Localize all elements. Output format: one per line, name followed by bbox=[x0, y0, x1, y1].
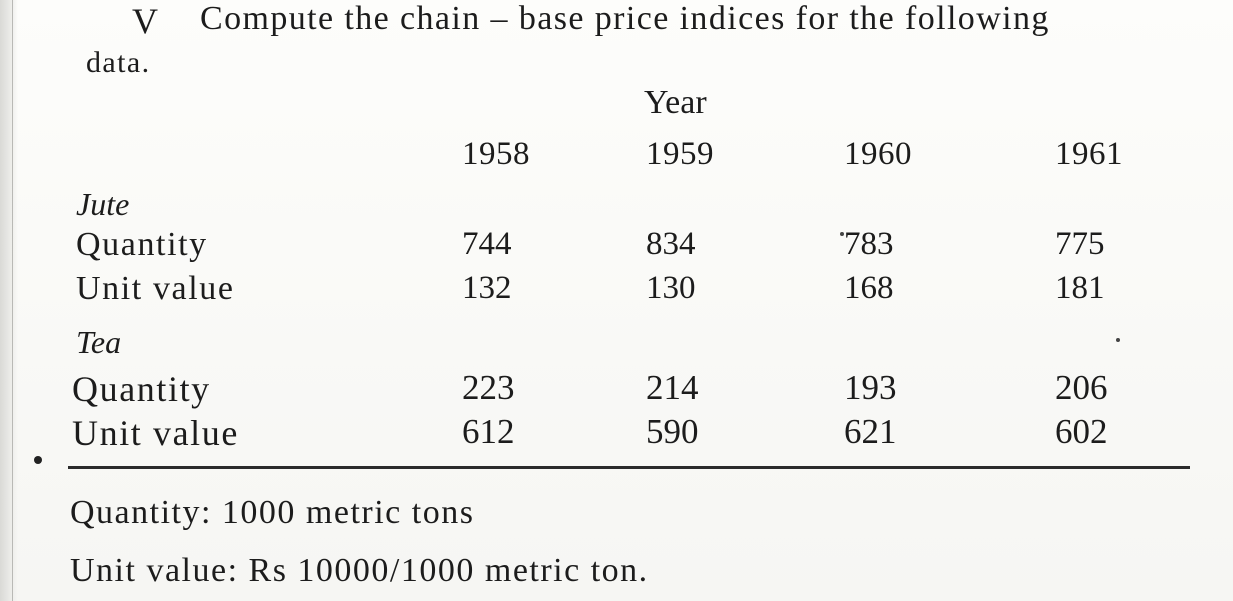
cell-jute-quantity-1960: 783 bbox=[844, 226, 894, 262]
scan-speck bbox=[840, 232, 844, 236]
group-label-tea: Tea bbox=[76, 324, 122, 360]
cell-tea-unit-value-1960: 621 bbox=[844, 412, 897, 451]
group-label-jute: Jute bbox=[76, 186, 130, 222]
cell-jute-unit-value-1960: 168 bbox=[844, 270, 894, 306]
row-label-jute-unit-value: Unit value bbox=[76, 270, 235, 307]
question-text-line1: Compute the chain – base price indices f… bbox=[200, 0, 1050, 37]
year-column-1958: 1958 bbox=[462, 136, 530, 172]
page-binding-edge bbox=[0, 0, 18, 601]
cell-tea-unit-value-1958: 612 bbox=[462, 412, 515, 451]
cell-tea-quantity-1958: 223 bbox=[462, 368, 515, 407]
margin-dot bbox=[34, 456, 42, 464]
cell-jute-quantity-1958: 744 bbox=[462, 226, 512, 262]
year-column-1960: 1960 bbox=[844, 136, 912, 172]
page-edge-line bbox=[12, 0, 13, 601]
row-label-jute-quantity: Quantity bbox=[76, 226, 208, 263]
year-column-1959: 1959 bbox=[646, 136, 714, 172]
cell-jute-unit-value-1958: 132 bbox=[462, 270, 512, 306]
cell-tea-quantity-1959: 214 bbox=[646, 368, 699, 407]
row-label-tea-quantity: Quantity bbox=[72, 369, 211, 409]
cell-tea-quantity-1961: 206 bbox=[1055, 368, 1108, 407]
row-label-tea-unit-value: Unit value bbox=[72, 413, 239, 453]
table-bottom-rule bbox=[68, 466, 1190, 469]
year-header: Year bbox=[644, 84, 707, 121]
scan-speck bbox=[1116, 338, 1120, 342]
question-text-line2: data. bbox=[86, 46, 151, 79]
cell-tea-quantity-1960: 193 bbox=[844, 368, 897, 407]
year-column-1961: 1961 bbox=[1055, 136, 1123, 172]
cell-tea-unit-value-1959: 590 bbox=[646, 412, 699, 451]
question-number: V bbox=[132, 1, 158, 41]
cell-jute-unit-value-1959: 130 bbox=[646, 270, 696, 306]
cell-tea-unit-value-1961: 602 bbox=[1055, 412, 1108, 451]
cell-jute-quantity-1961: 775 bbox=[1055, 226, 1105, 262]
note-quantity-unit: Quantity: 1000 metric tons bbox=[70, 494, 475, 531]
note-unit-value-unit: Unit value: Rs 10000/1000 metric ton. bbox=[70, 552, 649, 589]
cell-jute-unit-value-1961: 181 bbox=[1055, 270, 1105, 306]
cell-jute-quantity-1959: 834 bbox=[646, 226, 696, 262]
